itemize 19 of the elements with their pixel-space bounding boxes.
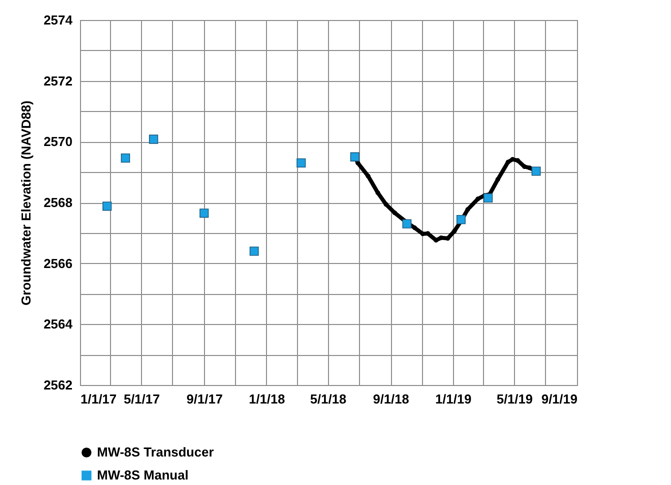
x-tick-label: 9/1/19 xyxy=(541,392,578,406)
y-tick-label: 2562 xyxy=(44,378,72,392)
y-tick-label: 2566 xyxy=(44,256,72,271)
x-tick-label: 1/1/19 xyxy=(435,392,472,406)
legend-label: MW-8S Manual xyxy=(97,468,188,482)
x-tick-label: 9/1/18 xyxy=(372,392,410,406)
x-tick-label: 5/1/19 xyxy=(496,392,533,406)
y-tick-label: 2574 xyxy=(44,12,74,28)
x-tick-label: 5/1/17 xyxy=(124,392,160,406)
y-tick-label: 2572 xyxy=(44,73,72,88)
y-axis-title: Groundwater Elevation (NAVD88) xyxy=(18,100,34,306)
x-tick-label: 1/1/17 xyxy=(80,392,117,406)
y-tick-label: 2570 xyxy=(44,134,72,150)
x-tick-label: 5/1/18 xyxy=(310,392,346,406)
legend-label: MW-8S Transducer xyxy=(97,444,214,460)
y-tick-label: 2568 xyxy=(44,195,72,210)
x-tick-label: 1/1/18 xyxy=(248,392,286,406)
y-tick-label: 2564 xyxy=(44,316,74,332)
x-tick-label: 9/1/17 xyxy=(186,392,223,406)
